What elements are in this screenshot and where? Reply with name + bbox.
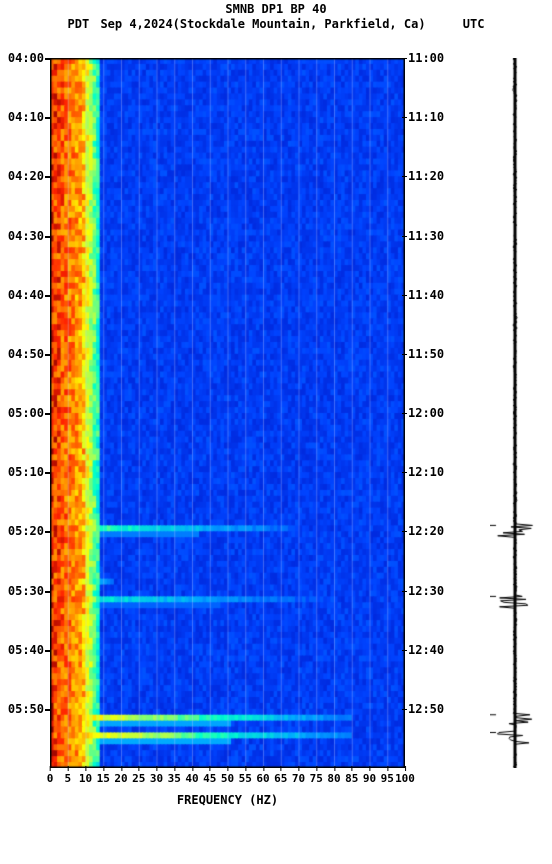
timezone-right: UTC [463, 17, 485, 32]
x-tick: 100 [395, 772, 415, 785]
y-tick-left: 04:50 [0, 348, 44, 360]
title-line2: PDT Sep 4,2024(Stockdale Mountain, Parkf… [0, 17, 552, 32]
y-tick-left: 05:30 [0, 585, 44, 597]
timezone-left: PDT [68, 17, 90, 32]
y-tick-left: 05:50 [0, 703, 44, 715]
x-tick: 55 [239, 772, 252, 785]
x-axis-label: FREQUENCY (HZ) [50, 793, 405, 807]
seismograph-panel [490, 58, 540, 768]
x-tick: 60 [256, 772, 269, 785]
x-tick: 40 [185, 772, 198, 785]
x-tick: 10 [79, 772, 92, 785]
x-axis-ticks: 0510152025303540455055606570758085909510… [50, 772, 405, 790]
x-tick: 50 [221, 772, 234, 785]
date-location: Sep 4,2024(Stockdale Mountain, Parkfield… [100, 17, 425, 32]
x-tick: 45 [203, 772, 216, 785]
spectrogram-panel [50, 58, 405, 768]
y-tick-right: 11:00 [408, 52, 452, 64]
y-tick-left: 04:40 [0, 289, 44, 301]
y-tick-left: 05:10 [0, 466, 44, 478]
x-tick: 15 [97, 772, 110, 785]
y-tick-left: 05:00 [0, 407, 44, 419]
x-tick: 0 [47, 772, 54, 785]
x-tick: 75 [310, 772, 323, 785]
y-tick-right: 12:20 [408, 525, 452, 537]
chart-title: SMNB DP1 BP 40 PDT Sep 4,2024(Stockdale … [0, 2, 552, 32]
y-tick-right: 12:40 [408, 644, 452, 656]
y-axis-left: 04:0004:1004:2004:3004:4004:5005:0005:10… [0, 58, 44, 768]
y-tick-right: 11:20 [408, 170, 452, 182]
y-tick-right: 12:50 [408, 703, 452, 715]
x-tick: 80 [327, 772, 340, 785]
y-tick-right: 11:30 [408, 230, 452, 242]
x-tick: 65 [274, 772, 287, 785]
y-tick-right: 11:40 [408, 289, 452, 301]
y-tick-right: 12:00 [408, 407, 452, 419]
y-tick-left: 04:10 [0, 111, 44, 123]
y-tick-right: 11:50 [408, 348, 452, 360]
y-tick-right: 11:10 [408, 111, 452, 123]
spectrogram-canvas [50, 58, 405, 768]
title-line1: SMNB DP1 BP 40 [0, 2, 552, 17]
x-tick: 85 [345, 772, 358, 785]
x-tick: 35 [168, 772, 181, 785]
y-tick-left: 04:00 [0, 52, 44, 64]
y-tick-left: 05:40 [0, 644, 44, 656]
x-tick: 30 [150, 772, 163, 785]
y-tick-right: 12:30 [408, 585, 452, 597]
x-tick: 70 [292, 772, 305, 785]
x-tick: 5 [64, 772, 71, 785]
seismograph-canvas [490, 58, 540, 768]
x-tick: 20 [114, 772, 127, 785]
y-tick-left: 04:20 [0, 170, 44, 182]
x-tick: 95 [381, 772, 394, 785]
y-axis-right: 11:0011:1011:2011:3011:4011:5012:0012:10… [408, 58, 452, 768]
x-tick: 90 [363, 772, 376, 785]
y-tick-left: 05:20 [0, 525, 44, 537]
x-tick: 25 [132, 772, 145, 785]
y-tick-left: 04:30 [0, 230, 44, 242]
y-tick-right: 12:10 [408, 466, 452, 478]
